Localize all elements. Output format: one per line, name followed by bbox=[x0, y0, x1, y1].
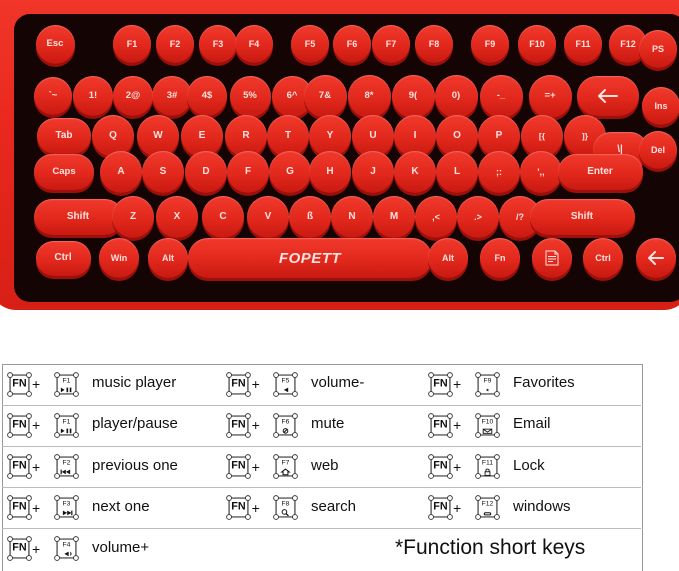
svg-text:F2: F2 bbox=[62, 460, 70, 467]
svg-text:F4: F4 bbox=[62, 542, 70, 549]
svg-text:F11: F11 bbox=[481, 460, 492, 467]
svg-text:F1: F1 bbox=[62, 377, 70, 384]
svg-text:FN: FN bbox=[12, 377, 27, 389]
svg-text:FN: FN bbox=[231, 501, 246, 513]
svg-text:F12: F12 bbox=[481, 501, 493, 508]
svg-text:FN: FN bbox=[231, 418, 246, 430]
svg-text:FN: FN bbox=[12, 542, 27, 554]
svg-text:F3: F3 bbox=[62, 501, 70, 508]
svg-text:F6: F6 bbox=[282, 418, 290, 425]
svg-text:FN: FN bbox=[231, 377, 246, 389]
svg-text:F8: F8 bbox=[282, 501, 290, 508]
svg-text:FN: FN bbox=[433, 377, 448, 389]
svg-text:FN: FN bbox=[433, 501, 448, 513]
svg-text:FN: FN bbox=[433, 460, 448, 472]
svg-text:FN: FN bbox=[12, 418, 27, 430]
svg-text:FN: FN bbox=[231, 460, 246, 472]
svg-text:F7: F7 bbox=[282, 460, 290, 467]
svg-text:FN: FN bbox=[12, 501, 27, 513]
svg-text:F9: F9 bbox=[483, 377, 491, 384]
svg-text:★: ★ bbox=[485, 387, 490, 392]
svg-text:FN: FN bbox=[433, 418, 448, 430]
svg-text:F1: F1 bbox=[62, 418, 70, 425]
svg-text:F10: F10 bbox=[481, 418, 493, 425]
svg-text:F5: F5 bbox=[282, 377, 290, 384]
svg-text:FN: FN bbox=[12, 460, 27, 472]
